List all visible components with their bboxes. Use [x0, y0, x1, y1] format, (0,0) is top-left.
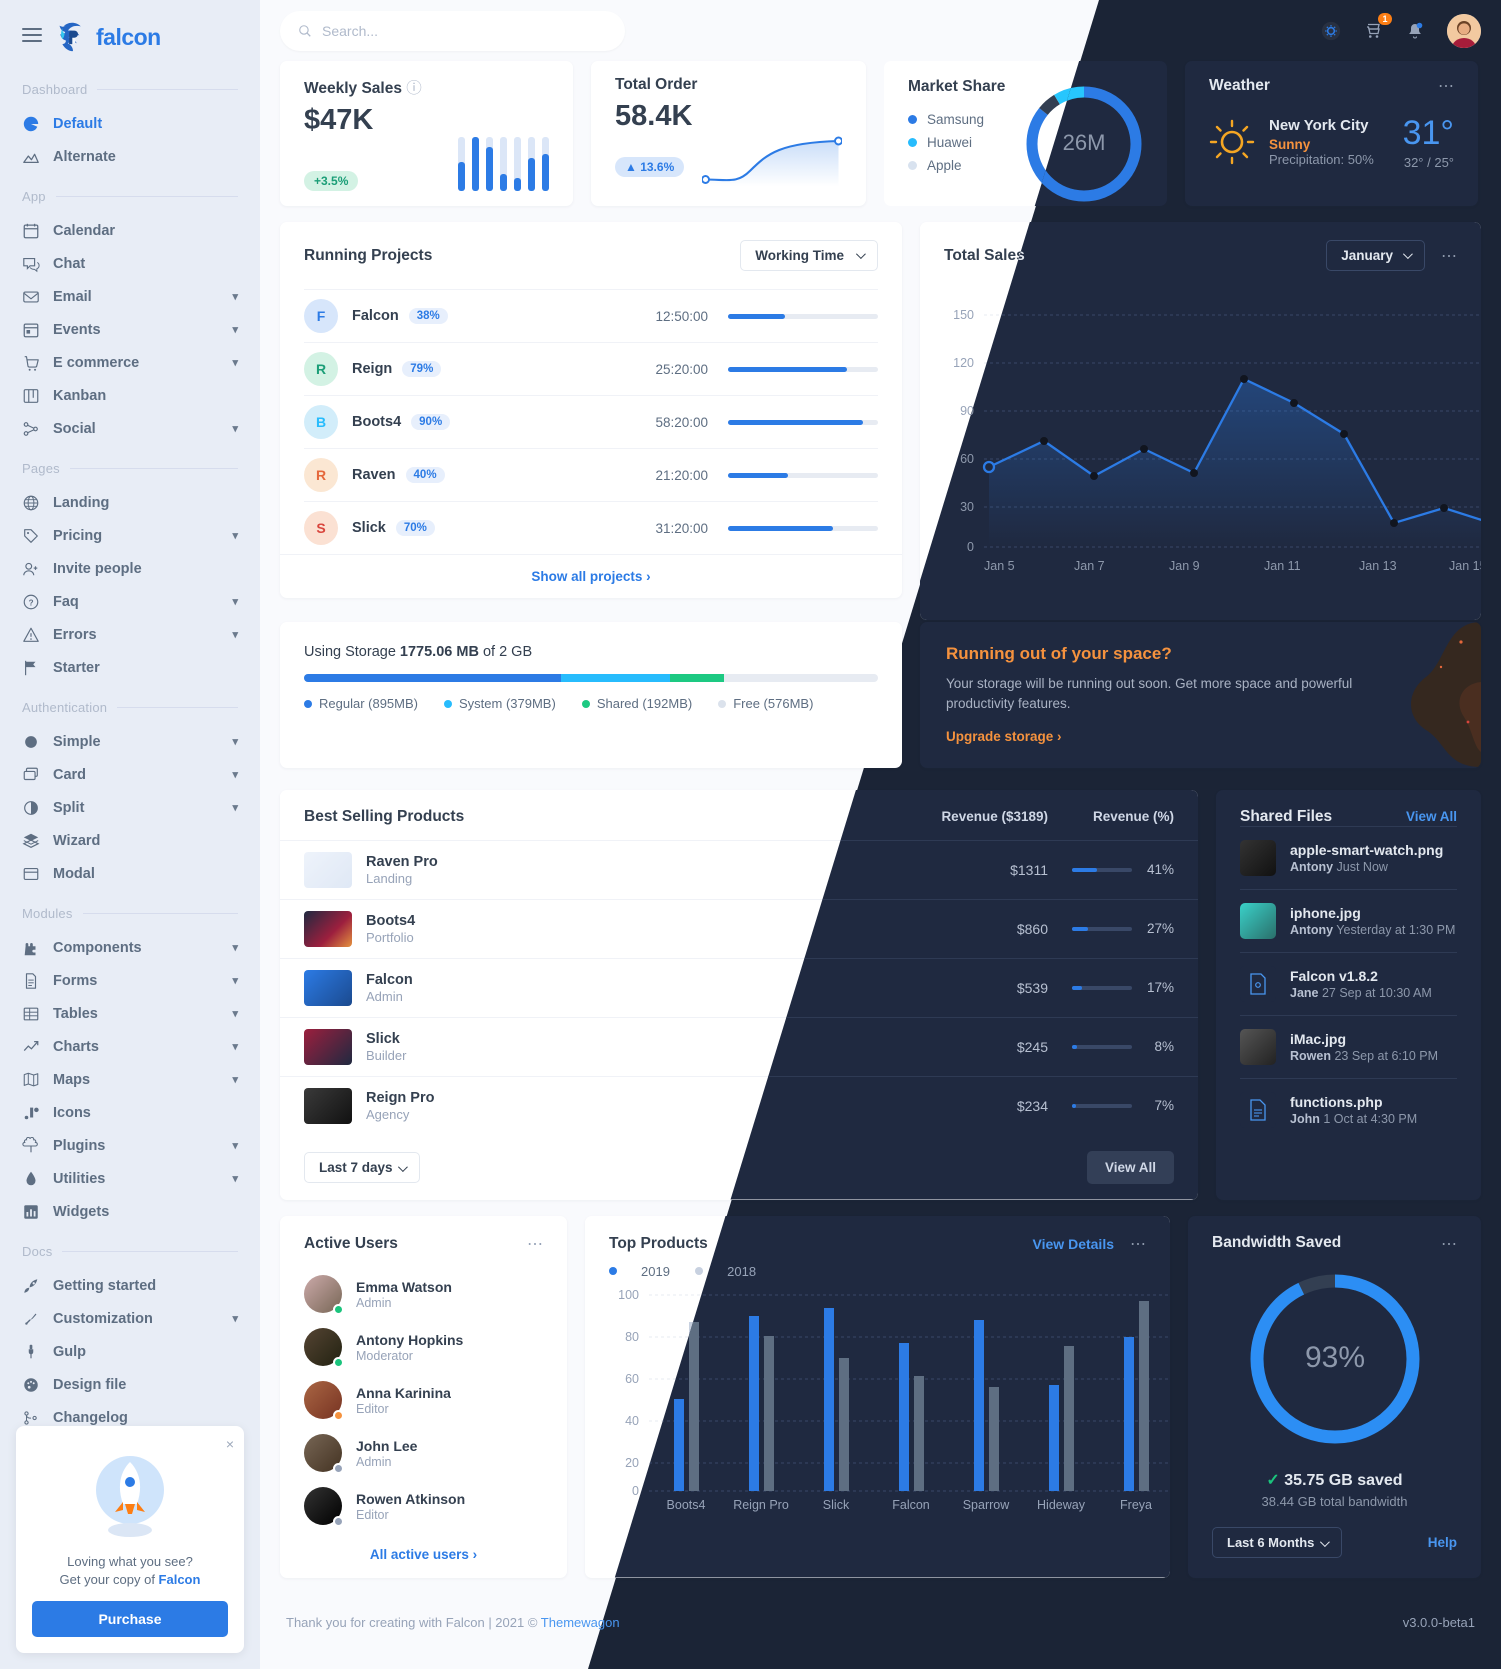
svg-text:120: 120 [953, 356, 974, 370]
svg-text:Jan 9: Jan 9 [1169, 559, 1200, 573]
svg-text:0: 0 [967, 540, 974, 554]
svg-text:40: 40 [625, 1414, 639, 1428]
svg-text:?: ? [29, 598, 34, 607]
svg-text:60: 60 [960, 452, 974, 466]
svg-text:26M: 26M [1063, 130, 1106, 155]
svg-text:Jan 15: Jan 15 [1449, 559, 1481, 573]
svg-text:Reign Pro: Reign Pro [733, 1498, 789, 1512]
svg-text:Boots4: Boots4 [667, 1498, 706, 1512]
svg-text:150: 150 [953, 308, 974, 322]
svg-text:93%: 93% [1304, 1341, 1364, 1374]
svg-text:Freya: Freya [1120, 1498, 1152, 1512]
svg-text:80: 80 [625, 1330, 639, 1344]
svg-text:Jan 5: Jan 5 [984, 559, 1015, 573]
svg-text:Sparrow: Sparrow [963, 1498, 1011, 1512]
svg-text:Slick: Slick [823, 1498, 850, 1512]
svg-text:Jan 11: Jan 11 [1264, 559, 1301, 573]
svg-text:30: 30 [960, 500, 974, 514]
svg-text:Hideway: Hideway [1037, 1498, 1086, 1512]
svg-text:Jan 7: Jan 7 [1074, 559, 1105, 573]
svg-text:Falcon: Falcon [892, 1498, 930, 1512]
svg-text:20: 20 [625, 1456, 639, 1470]
svg-text:100: 100 [618, 1288, 639, 1302]
svg-text:60: 60 [625, 1372, 639, 1386]
svg-text:Jan 13: Jan 13 [1359, 559, 1397, 573]
svg-text:0: 0 [632, 1484, 639, 1498]
